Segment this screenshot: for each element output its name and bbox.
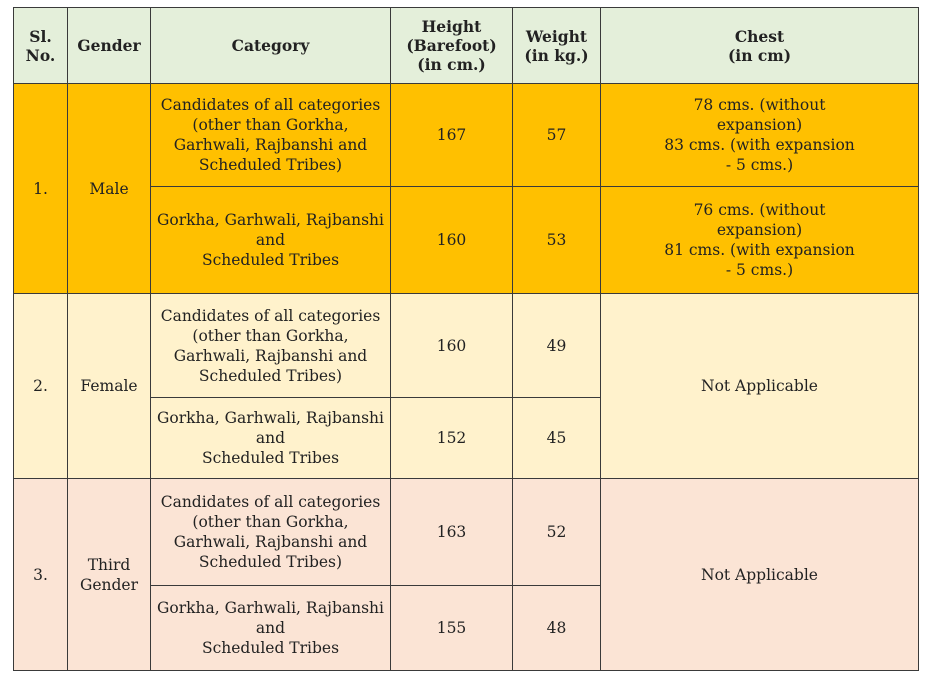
header-weight: Weight (in kg.) (512, 7, 601, 84)
table-row: Gorkha, Garhwali, Rajbanshi and Schedule… (14, 397, 919, 479)
header-gender: Gender (67, 7, 151, 84)
physical-standards-table: Sl. No. Gender Category Height (Barefoot… (13, 7, 919, 671)
category-cell: Candidates of all categories (other than… (150, 293, 391, 398)
chest-cell: 76 cms. (without expansion) 81 cms. (wit… (600, 186, 919, 294)
table-row: Gorkha, Garhwali, Rajbanshi and Schedule… (14, 585, 919, 671)
chest-cell: Not Applicable (600, 293, 919, 479)
gender-cell: Female (67, 293, 151, 479)
table-row: 3. Third Gender Candidates of all catego… (13, 478, 919, 671)
header-sl-no: Sl. No. (13, 7, 68, 84)
table-row: 2. Female Candidates of all categories (… (13, 293, 919, 479)
weight-cell: 52 (512, 478, 601, 586)
height-cell: 155 (390, 585, 513, 671)
category-cell: Gorkha, Garhwali, Rajbanshi and Schedule… (150, 397, 391, 479)
height-cell: 152 (390, 397, 513, 479)
category-cell: Candidates of all categories (other than… (150, 478, 391, 586)
weight-cell: 48 (512, 585, 601, 671)
weight-cell: 49 (512, 293, 601, 398)
height-cell: 160 (390, 186, 513, 294)
chest-cell: 78 cms. (without expansion) 83 cms. (wit… (600, 83, 919, 187)
table-row: Gorkha, Garhwali, Rajbanshi and Schedule… (14, 186, 919, 294)
weight-cell: 57 (512, 83, 601, 187)
header-category: Category (150, 7, 391, 84)
weight-cell: 53 (512, 186, 601, 294)
height-cell: 160 (390, 293, 513, 398)
gender-cell: Male (67, 83, 151, 294)
category-cell: Candidates of all categories (other than… (150, 83, 391, 187)
table-row: 1. Male Candidates of all categories (ot… (13, 83, 919, 294)
category-cell: Gorkha, Garhwali, Rajbanshi and Schedule… (150, 186, 391, 294)
header-chest: Chest (in cm) (600, 7, 919, 84)
chest-cell: Not Applicable (600, 478, 919, 671)
sl-no-cell: 1. (13, 83, 68, 294)
header-height: Height (Barefoot) (in cm.) (390, 7, 513, 84)
weight-cell: 45 (512, 397, 601, 479)
height-cell: 167 (390, 83, 513, 187)
sl-no-cell: 2. (13, 293, 68, 479)
sl-no-cell: 3. (13, 478, 68, 671)
gender-cell: Third Gender (67, 478, 151, 671)
category-cell: Gorkha, Garhwali, Rajbanshi and Schedule… (150, 585, 391, 671)
table-header-row: Sl. No. Gender Category Height (Barefoot… (13, 7, 919, 84)
height-cell: 163 (390, 478, 513, 586)
